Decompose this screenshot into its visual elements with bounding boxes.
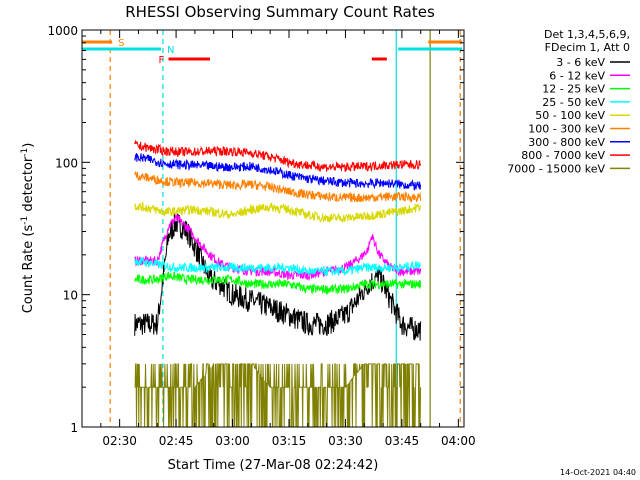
legend-label-800-7000-kev: 800 - 7000 keV [521, 149, 605, 162]
series-line-7000-15000-kev [134, 363, 422, 428]
legend: Det 1,3,4,5,6,9,FDecim 1, Att 0 3 - 6 keV… [507, 28, 630, 175]
y-axis-label-main: Count Rate (s [21, 225, 36, 314]
chart-title: RHESSI Observing Summary Count Rates [125, 3, 435, 21]
plot-frame [81, 29, 465, 428]
legend-label-25-50-kev: 25 - 50 keV [542, 96, 605, 109]
x-tick-label-1: 02:45 [159, 434, 194, 448]
x-tick-label-0: 02:30 [102, 434, 137, 448]
y-axis-label-mid: detector [21, 156, 36, 216]
legend-label-12-25-kev: 12 - 25 keV [542, 83, 605, 96]
x-tick-label-2: 03:00 [215, 434, 250, 448]
legend-label-50-100-kev: 50 - 100 keV [535, 109, 605, 122]
y-tick-label-1: 10 [63, 289, 78, 303]
y-tick-label-3: 1000 [47, 24, 78, 38]
legend-label-7000-15000-kev: 7000 - 15000 keV [507, 162, 605, 175]
legend-header-1: FDecim 1, Att 0 [545, 41, 630, 54]
axes: 1 10 100 1000 02:30 02:45 03:00 03:15 03:30 03:45… [47, 24, 475, 448]
x-axis-label: Start Time (27-Mar-08 02:24:42) [168, 458, 379, 473]
flag-label-N: N [167, 45, 174, 56]
y-axis-label-sup1: -1 [20, 216, 30, 225]
series-line-6-12-kev [134, 214, 422, 282]
x-tick-label-5: 03:45 [385, 434, 420, 448]
y-axis-label: Count Rate (s-1 detector-1) [20, 143, 36, 314]
legend-label-100-300-kev: 100 - 300 keV [528, 123, 605, 136]
legend-label-300-800-kev: 300 - 800 keV [528, 136, 605, 149]
y-axis-label-end: ) [21, 143, 36, 148]
series-line-3-6-kev [134, 213, 422, 341]
series-line-800-7000-kev [134, 139, 422, 173]
plot-area: S NF [82, 30, 463, 428]
y-axis-label-sup2: -1 [20, 148, 30, 157]
series-line-25-50-kev [134, 256, 422, 276]
series-line-100-300-kev [134, 170, 422, 203]
x-tick-label-6: 04:00 [441, 434, 476, 448]
legend-label-6-12-kev: 6 - 12 keV [549, 69, 605, 82]
x-tick-label-3: 03:15 [272, 434, 307, 448]
y-tick-label-2: 100 [55, 156, 78, 170]
series-line-12-25-kev [134, 271, 422, 296]
y-tick-label-0: 1 [70, 421, 78, 435]
series-line-300-800-kev [134, 153, 422, 191]
legend-header-0: Det 1,3,4,5,6,9, [544, 28, 630, 41]
legend-label-3-6-kev: 3 - 6 keV [556, 56, 605, 69]
flag-label-S: S [118, 38, 124, 49]
series-line-50-100-kev [134, 201, 422, 223]
generation-timestamp: 14-Oct-2021 04:40 [560, 468, 636, 477]
x-tick-label-4: 03:30 [328, 434, 363, 448]
flag-label-F: F [159, 55, 165, 66]
